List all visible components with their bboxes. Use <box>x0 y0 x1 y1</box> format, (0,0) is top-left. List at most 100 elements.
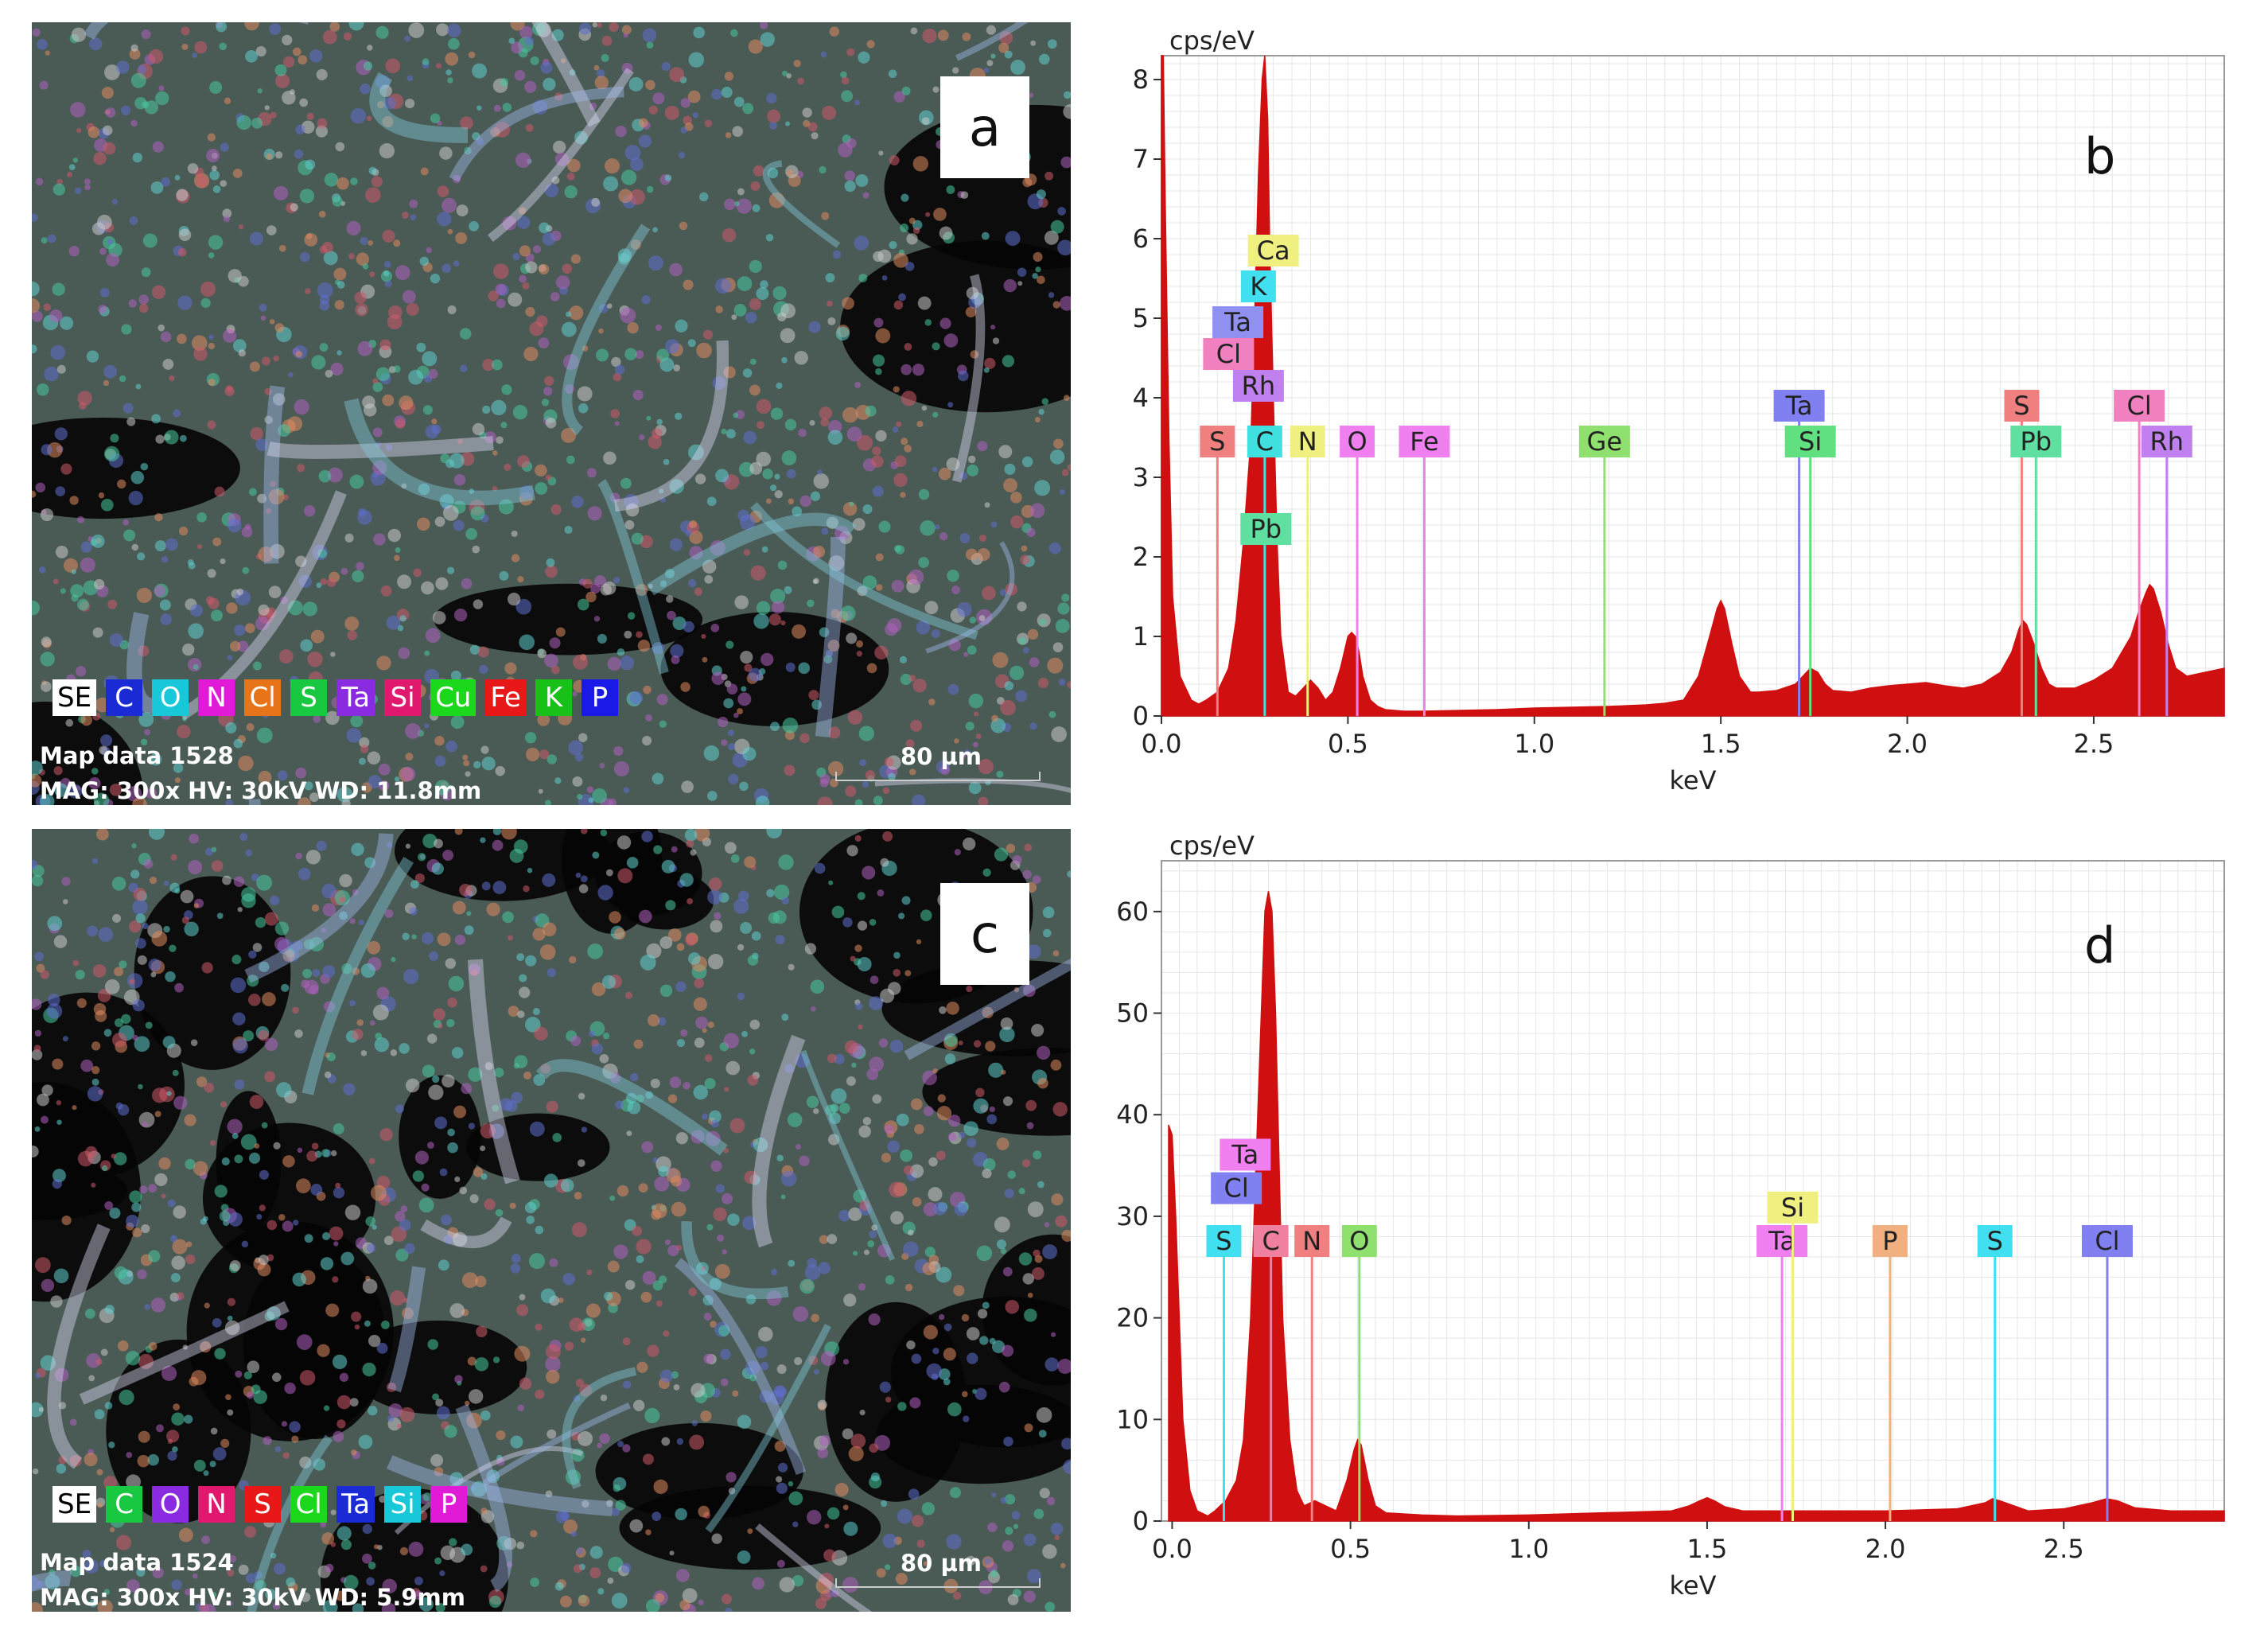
map-pixel-cluster <box>309 984 319 995</box>
element-label-text: Rh <box>1242 371 1276 401</box>
map-pixel-cluster <box>1061 1229 1071 1242</box>
map-pixel-cluster <box>878 1038 889 1048</box>
map-pixel-cluster <box>924 319 932 326</box>
element-label-box <box>2010 426 2062 457</box>
map-pixel-cluster <box>274 323 285 333</box>
map-pixel-cluster <box>535 1323 543 1331</box>
map-pixel-cluster <box>484 1198 496 1211</box>
map-pixel-cluster <box>878 150 884 156</box>
map-pixel-cluster <box>675 981 687 993</box>
map-pixel-cluster <box>130 119 138 127</box>
map-pixel-cluster <box>834 1053 845 1064</box>
map-pixel-cluster <box>912 679 927 693</box>
map-pixel-cluster <box>102 125 113 136</box>
map-pixel-cluster <box>912 364 924 376</box>
map-pixel-cluster <box>577 1159 585 1167</box>
map-pixel-cluster <box>211 860 224 872</box>
element-label-text: O <box>1349 1226 1369 1256</box>
map-pixel-cluster <box>889 1181 905 1198</box>
map-pixel-cluster <box>547 967 557 978</box>
map-pixel-cluster <box>120 105 131 115</box>
map-pixel-cluster <box>666 595 674 603</box>
map-pixel-cluster <box>523 1071 532 1080</box>
map-pixel-cluster <box>918 488 930 500</box>
map-pixel-cluster <box>347 630 358 640</box>
map-pixel-cluster <box>163 925 170 933</box>
map-pixel-cluster <box>893 386 900 393</box>
map-pixel-cluster <box>430 1453 444 1467</box>
map-pixel-cluster <box>401 212 409 219</box>
map-pixel-cluster <box>1054 1535 1060 1540</box>
map-pixel-cluster <box>794 351 808 365</box>
map-pixel-cluster <box>983 67 990 73</box>
map-dark-region <box>32 702 144 805</box>
map-pixel-cluster <box>395 1104 404 1114</box>
map-pixel-cluster <box>675 319 688 333</box>
map-pixel-cluster <box>626 857 639 869</box>
map-pixel-cluster <box>32 1402 44 1418</box>
map-pixel-cluster <box>245 849 253 857</box>
map-pixel-cluster <box>596 69 605 78</box>
map-pixel-cluster <box>636 1361 648 1373</box>
map-pixel-cluster <box>884 757 894 767</box>
map-pixel-cluster <box>897 1402 907 1411</box>
map-pixel-cluster <box>348 22 364 31</box>
map-pixel-cluster <box>138 645 150 657</box>
map-pixel-cluster <box>901 193 909 202</box>
map-pixel-cluster <box>54 783 68 797</box>
map-pixel-cluster <box>154 512 163 522</box>
map-pixel-cluster <box>605 869 613 877</box>
map-pixel-cluster <box>846 426 862 442</box>
map-pixel-cluster <box>770 407 784 420</box>
map-pixel-cluster <box>472 545 480 554</box>
map-pixel-cluster <box>545 799 551 805</box>
map-pixel-cluster <box>266 508 272 515</box>
map-pixel-cluster <box>251 117 263 129</box>
map-pixel-cluster <box>916 1539 925 1548</box>
map-pixel-cluster <box>1049 449 1065 465</box>
map-pixel-cluster <box>56 178 63 185</box>
map-pixel-cluster <box>214 1348 226 1360</box>
map-pixel-cluster <box>346 220 361 235</box>
map-pixel-cluster <box>68 164 76 171</box>
map-pixel-cluster <box>461 1083 473 1095</box>
map-pixel-cluster <box>84 178 91 185</box>
map-pixel-cluster <box>923 1325 938 1340</box>
map-pixel-cluster <box>472 422 485 436</box>
map-pixel-cluster <box>545 418 557 429</box>
map-pixel-cluster <box>834 1483 849 1497</box>
legend-chip-ta: Ta <box>337 1486 375 1523</box>
map-pixel-cluster <box>203 1470 209 1476</box>
map-pixel-cluster <box>847 710 863 725</box>
map-pixel-cluster <box>873 317 884 328</box>
map-pixel-cluster <box>413 568 422 578</box>
map-pixel-cluster <box>844 170 856 181</box>
map-pixel-cluster <box>44 366 59 382</box>
map-pixel-cluster <box>325 1303 340 1317</box>
map-pixel-cluster <box>474 1357 489 1371</box>
map-pixel-cluster <box>767 167 779 179</box>
map-pixel-cluster <box>869 1230 877 1239</box>
map-pixel-cluster <box>32 1602 43 1612</box>
map-pixel-cluster <box>552 1133 562 1142</box>
map-pixel-cluster <box>539 943 556 960</box>
map-pixel-cluster <box>150 971 157 978</box>
map-pixel-cluster <box>603 451 617 465</box>
map-pixel-cluster <box>444 1425 457 1438</box>
map-pixel-cluster <box>37 38 48 50</box>
map-pixel-cluster <box>610 409 620 418</box>
map-pixel-cluster <box>992 337 1000 344</box>
map-pixel-cluster <box>141 267 151 278</box>
map-pixel-cluster <box>1057 239 1071 256</box>
panel-letter-c: c <box>940 883 1029 985</box>
map-fiber <box>750 502 978 640</box>
map-fiber <box>800 1049 896 1262</box>
map-pixel-cluster <box>819 165 827 174</box>
map-pixel-cluster <box>999 589 1007 597</box>
map-pixel-cluster <box>811 1313 819 1323</box>
map-pixel-cluster <box>841 76 850 85</box>
map-pixel-cluster <box>799 1155 810 1166</box>
map-pixel-cluster <box>333 1123 344 1134</box>
map-pixel-cluster <box>856 640 864 648</box>
map-pixel-cluster <box>111 1033 127 1048</box>
